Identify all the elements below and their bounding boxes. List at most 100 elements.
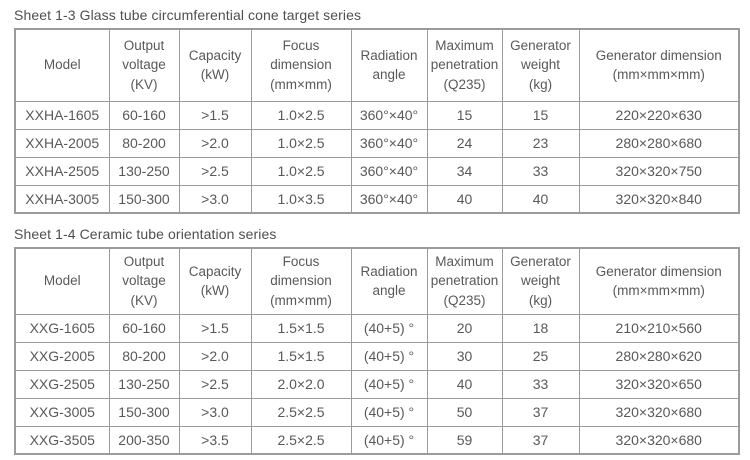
table-cell: 37 [501,397,580,427]
column-header: Model [14,28,110,102]
table-cell: 23 [501,128,580,158]
table-cell: >3.0 [178,184,252,214]
table-cell: >2.0 [178,341,252,371]
table-cell: >1.5 [178,313,252,343]
table-cell: 320×320×750 [578,156,740,186]
table-cell: 150-300 [108,397,180,427]
table-cell: 220×220×630 [578,100,740,130]
table-cell: 40 [426,184,503,214]
header-row: Model Output voltage (KV) Capacity (kW) Foc… [14,247,740,315]
column-header: Maximum penetration (Q235) [426,28,503,102]
ceramic-tube-spec-table: Model Output voltage (KV) Capacity (kW) Foc… [14,247,740,455]
header-row: Model Output voltage (KV) Capacity (kW) Foc… [14,28,740,102]
table-cell: 1.0×2.5 [250,100,352,130]
table-cell: 1.5×1.5 [250,341,352,371]
table-cell: 33 [501,369,580,399]
table-cell: 360°×40° [350,184,428,214]
table-cell: >3.0 [178,397,252,427]
column-header: Generator weight (kg) [501,247,580,315]
table-cell: >2.5 [178,156,252,186]
table-cell: (40+5) ° [350,341,428,371]
column-header: Capacity (kW) [178,247,252,315]
table-cell: 60-160 [108,313,180,343]
table-cell: >1.5 [178,100,252,130]
table-cell: 80-200 [108,128,180,158]
table-cell: 1.5×1.5 [250,313,352,343]
glass-tube-spec-table: Model Output voltage (KV) Capacity (kW) Foc… [14,28,740,214]
model-cell: XXHA-2505 [14,156,110,186]
table-cell: 60-160 [108,100,180,130]
table-cell: 1.0×2.5 [250,128,352,158]
table-cell: 37 [501,425,580,455]
table-cell: 2.5×2.5 [250,397,352,427]
table-cell: (40+5) ° [350,369,428,399]
table-row: XXG-1605 60-160 >1.5 1.5×1.5 (40+5) ° 20 18 210… [14,313,740,343]
model-cell: XXG-2005 [14,341,110,371]
table-cell: 2.5×2.5 [250,425,352,455]
column-header: Focus dimension (mm×mm) [250,28,352,102]
table-cell: 80-200 [108,341,180,371]
table-cell: (40+5) ° [350,313,428,343]
table-cell: 210×210×560 [578,313,740,343]
table-cell: 320×320×680 [578,397,740,427]
table-cell: 280×280×620 [578,341,740,371]
table-cell: 320×320×650 [578,369,740,399]
column-header: Radiation angle [350,247,428,315]
table-cell: 1.0×2.5 [250,156,352,186]
table-row: XXG-3505 200-350 >3.5 2.5×2.5 (40+5) ° 59 37 32… [14,425,740,455]
column-header: Radiation angle [350,28,428,102]
table-cell: 280×280×680 [578,128,740,158]
table-row: XXG-2505 130-250 >2.5 2.0×2.0 (40+5) ° 40 33 32… [14,369,740,399]
table-cell: 130-250 [108,156,180,186]
column-header: Focus dimension (mm×mm) [250,247,352,315]
table-cell: 130-250 [108,369,180,399]
table-cell: 59 [426,425,503,455]
table-cell: 360°×40° [350,100,428,130]
table-cell: 15 [501,100,580,130]
column-header: Output voltage (KV) [108,247,180,315]
column-header: Model [14,247,110,315]
table-row: XXHA-2005 80-200 >2.0 1.0×2.5 360°×40° 24 23 28… [14,128,740,158]
column-header: Generator dimension (mm×mm×mm) [578,247,740,315]
table-row: XXG-3005 150-300 >3.0 2.5×2.5 (40+5) ° 50 37 32… [14,397,740,427]
table-cell: 30 [426,341,503,371]
column-header: Generator dimension (mm×mm×mm) [578,28,740,102]
model-cell: XXHA-3005 [14,184,110,214]
table-cell: 50 [426,397,503,427]
column-header: Maximum penetration (Q235) [426,247,503,315]
table-cell: 25 [501,341,580,371]
table-cell: 24 [426,128,503,158]
table-cell: 40 [426,369,503,399]
table-cell: 360°×40° [350,156,428,186]
table-row: XXG-2005 80-200 >2.0 1.5×1.5 (40+5) ° 30 25 280… [14,341,740,371]
table-cell: >2.5 [178,369,252,399]
table-row: XXHA-1605 60-160 >1.5 1.0×2.5 360°×40° 15 15 22… [14,100,740,130]
column-header: Output voltage (KV) [108,28,180,102]
table-cell: 40 [501,184,580,214]
table-cell: 150-300 [108,184,180,214]
table-cell: 2.0×2.0 [250,369,352,399]
table-cell: 320×320×840 [578,184,740,214]
sheet-1-4-caption: Sheet 1-4 Ceramic tube orientation serie… [14,226,277,242]
column-header: Generator weight (kg) [501,28,580,102]
table-cell: 15 [426,100,503,130]
sheet-1-3-caption: Sheet 1-3 Glass tube circumferential con… [14,7,362,23]
model-cell: XXG-3505 [14,425,110,455]
table-cell: 34 [426,156,503,186]
table-cell: (40+5) ° [350,425,428,455]
table-cell: 20 [426,313,503,343]
column-header: Capacity (kW) [178,28,252,102]
sheet-1-4-section: Sheet 1-4 Ceramic tube orientation serie… [14,225,750,455]
table-cell: 18 [501,313,580,343]
table-cell: 1.0×3.5 [250,184,352,214]
sheet-1-3-section: Sheet 1-3 Glass tube circumferential con… [14,6,750,214]
model-cell: XXHA-2005 [14,128,110,158]
table-cell: >3.5 [178,425,252,455]
table-cell: >2.0 [178,128,252,158]
table-row: XXHA-3005 150-300 >3.0 1.0×3.5 360°×40° 40 40 3… [14,184,740,214]
model-cell: XXG-3005 [14,397,110,427]
table-cell: 320×320×680 [578,425,740,455]
table-cell: 360°×40° [350,128,428,158]
table-cell: (40+5) ° [350,397,428,427]
